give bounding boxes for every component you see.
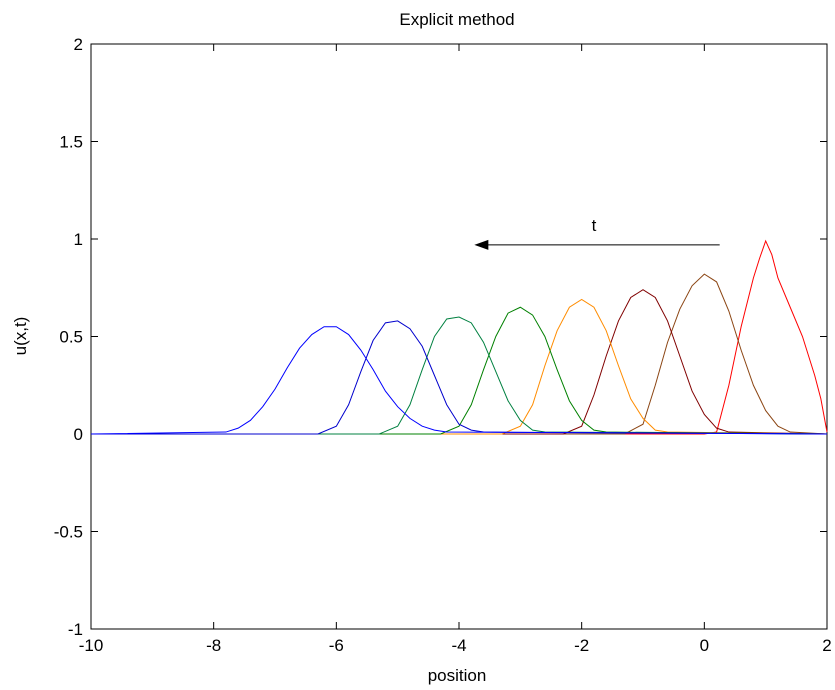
y-tick-label: 0: [74, 425, 83, 444]
annotation-label: t: [592, 216, 597, 235]
x-tick-label: -4: [451, 636, 466, 655]
x-tick-label: -6: [329, 636, 344, 655]
series-line-4: [91, 298, 828, 435]
x-tick-label: -10: [79, 636, 104, 655]
series-line-5: [91, 306, 828, 435]
series-lines: [90, 239, 828, 435]
x-tick-label: -8: [206, 636, 221, 655]
series-line-6: [91, 316, 828, 435]
x-axis-label: position: [428, 666, 487, 685]
series-line-2: [91, 273, 828, 435]
y-axis-label: u(x,t): [11, 317, 30, 356]
y-tick-label: 1.5: [59, 133, 83, 152]
x-tick-label: 0: [700, 636, 709, 655]
series-line-8: [90, 326, 828, 435]
chart-title: Explicit method: [399, 10, 514, 29]
series-line-3: [91, 289, 828, 435]
y-tick-label: -1: [68, 620, 83, 639]
x-tick-label: 2: [822, 636, 831, 655]
time-arrow-annotation: t: [474, 216, 720, 250]
y-tick-label: 1: [74, 230, 83, 249]
series-line-1: [91, 239, 828, 435]
series-line-7: [91, 320, 828, 435]
arrow-head-icon: [474, 239, 489, 250]
y-tick-label: 0.5: [59, 328, 83, 347]
plot-area: [90, 43, 828, 630]
y-tick-label: 2: [74, 35, 83, 54]
axis-ticks: -10 -8 -6 -4 -2 0 2 -1 -0.5 0 0.5 1 1.5 2: [54, 35, 832, 655]
y-tick-label: -0.5: [54, 523, 83, 542]
x-tick-label: -2: [574, 636, 589, 655]
